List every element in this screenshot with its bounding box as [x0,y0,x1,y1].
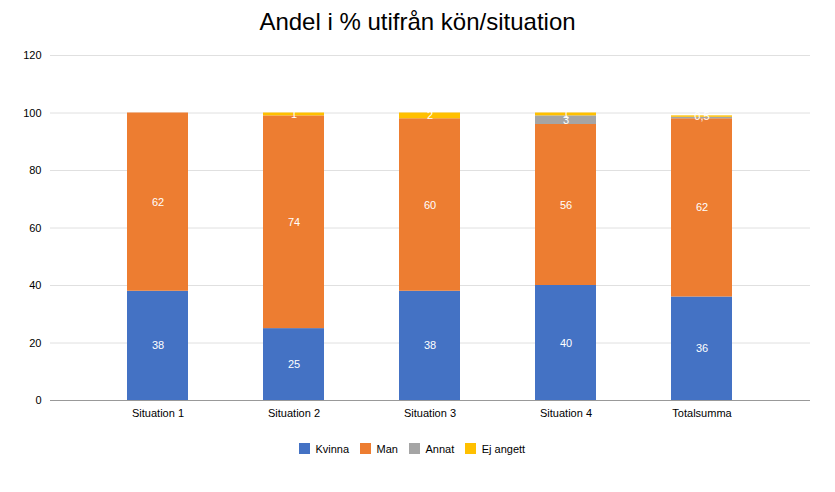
svg-text:56: 56 [560,199,572,211]
html-text:Andel i % utifrån kön/situatio: Andel i % utifrån kön/situation [259,8,576,35]
svg-text:120: 120 [23,49,41,61]
svg-text:20: 20 [29,337,41,349]
svg-text:60: 60 [424,199,436,211]
svg-text:60: 60 [29,222,41,234]
html-text:Kvinna: Kvinna [315,442,349,455]
svg-text:62: 62 [696,201,708,213]
svg-text:38: 38 [152,339,164,351]
svg-text:2: 2 [427,109,433,121]
svg-text:Situation 2: Situation 2 [268,407,320,419]
svg-text:36: 36 [696,342,708,354]
svg-text:100: 100 [23,107,41,119]
svg-text:38: 38 [424,339,436,351]
svg-text:1: 1 [291,108,297,120]
svg-text:1: 1 [563,108,569,120]
html-text:Ej angett: Ej angett [481,442,526,455]
svg-text:Totalsumma: Totalsumma [672,407,732,419]
svg-text:25: 25 [288,358,300,370]
svg-text:0: 0 [35,394,41,406]
svg-text:80: 80 [29,164,41,176]
html-text:Annat: Annat [425,442,455,455]
svg-text:0,5: 0,5 [694,110,709,122]
html-text:Man: Man [376,442,398,455]
svg-text:Situation 4: Situation 4 [540,407,592,419]
svg-text:40: 40 [560,337,572,349]
svg-text:Situation 1: Situation 1 [132,407,184,419]
svg-text:74: 74 [288,216,300,228]
svg-text:Situation 3: Situation 3 [404,407,456,419]
svg-text:40: 40 [29,279,41,291]
svg-text:62: 62 [152,196,164,208]
